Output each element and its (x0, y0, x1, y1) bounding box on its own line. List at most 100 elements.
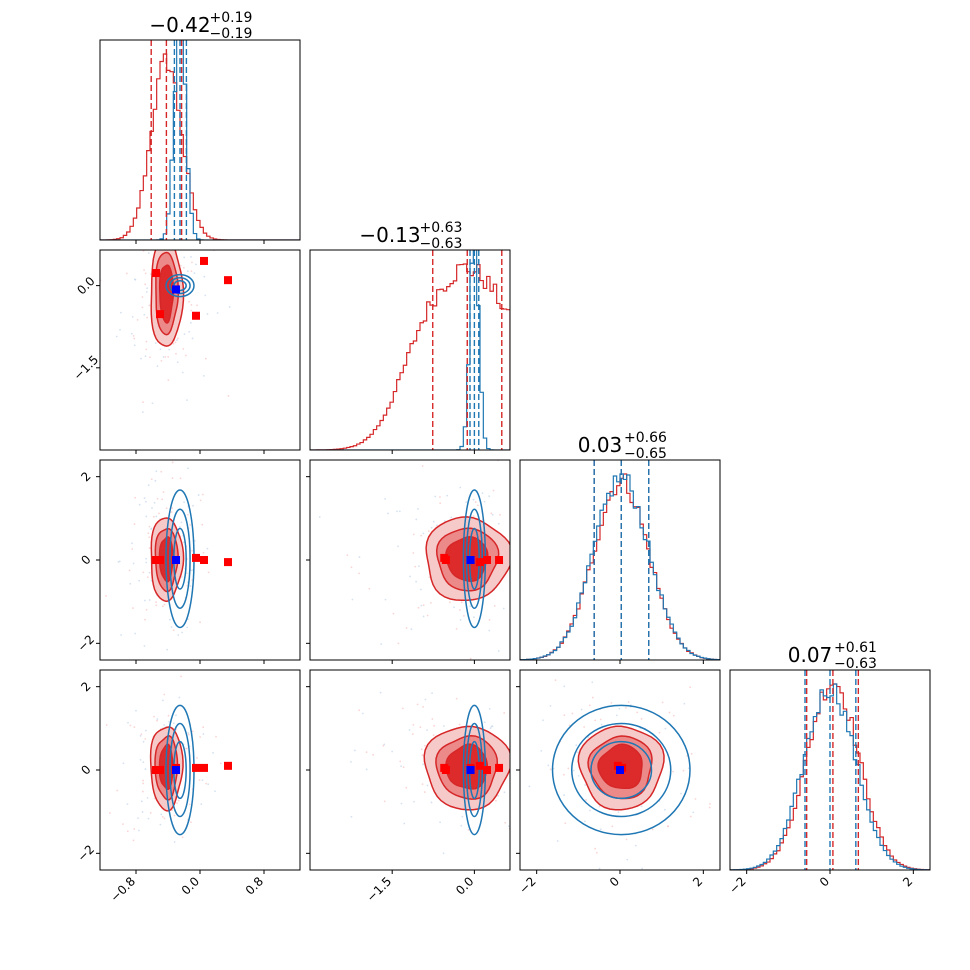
sample-point (119, 328, 121, 331)
sample-point (132, 562, 135, 565)
sample-point (154, 479, 157, 482)
sample-point (161, 605, 164, 608)
sample-point (442, 725, 445, 727)
sample-point (553, 600, 555, 602)
title-upper-0: +0.19 (210, 10, 253, 26)
red-marker-4 (200, 763, 208, 772)
sample-point (181, 576, 183, 578)
sample-point (116, 789, 119, 792)
truth-marker (616, 766, 624, 774)
blue-contour-1 (169, 508, 191, 609)
sample-point (139, 734, 142, 737)
sample-point (516, 749, 518, 751)
sample-point (409, 575, 411, 578)
y-tick-label-2-1: 0 (78, 552, 93, 567)
sample-point (122, 823, 124, 826)
sample-point (162, 247, 164, 249)
red-marker-3 (440, 763, 449, 772)
sample-point (439, 821, 441, 824)
sample-point (131, 315, 134, 318)
sample-point (450, 516, 453, 519)
panel-frame-2-2 (519, 459, 721, 661)
sample-point (156, 497, 159, 500)
sample-point (497, 522, 500, 525)
sample-point (651, 828, 654, 831)
sample-point (428, 576, 431, 579)
sample-point (148, 571, 151, 574)
sample-point (472, 515, 475, 518)
sample-point (563, 685, 566, 688)
sample-point (598, 805, 601, 808)
sample-point (419, 726, 422, 729)
blue-contour-0 (551, 704, 691, 836)
sample-point (174, 341, 177, 344)
sample-point (148, 304, 151, 307)
sample-point (163, 724, 166, 726)
sample-point (132, 607, 134, 609)
sample-point (168, 348, 171, 351)
sample-point (433, 724, 435, 727)
red-marker-4 (495, 556, 504, 564)
blue-histogram-0 (100, 40, 300, 240)
sample-point (171, 507, 174, 510)
sample-point (463, 614, 465, 617)
sample-point (548, 747, 550, 749)
sample-point (630, 525, 632, 527)
sample-point (137, 817, 139, 819)
sample-point (397, 545, 399, 548)
sample-point (190, 256, 192, 258)
sample-point (157, 666, 159, 668)
sample-point (504, 821, 507, 824)
sample-point (431, 692, 433, 695)
title-lower-3: −0.63 (834, 656, 877, 672)
sample-point (86, 232, 88, 234)
sample-point (200, 215, 202, 217)
sample-point (151, 402, 154, 405)
sample-point (130, 216, 132, 218)
sample-point (694, 798, 697, 800)
sample-point (641, 867, 644, 870)
sample-point (493, 604, 496, 607)
panel-frame-0-0 (99, 39, 301, 241)
red-marker-1 (156, 310, 164, 319)
sample-point (144, 500, 147, 503)
sample-point (398, 510, 401, 513)
sample-point (422, 763, 424, 766)
sample-point (190, 309, 193, 312)
sample-point (195, 263, 197, 266)
sample-point (199, 499, 202, 502)
sample-point (585, 799, 588, 801)
sample-point (156, 719, 158, 722)
sample-point (142, 790, 144, 793)
sample-point (511, 728, 513, 730)
sample-point (380, 643, 383, 646)
sample-point (191, 337, 194, 340)
sample-point (458, 723, 461, 726)
sample-point (105, 724, 108, 726)
x-tick-label-2-2: 2 (690, 874, 705, 889)
title-lower-2: −0.65 (624, 446, 667, 462)
sample-point (575, 744, 578, 747)
sample-point (212, 202, 214, 204)
sample-point (499, 514, 501, 516)
red-marker-4 (200, 256, 208, 265)
sample-point (181, 631, 183, 634)
sample-point (527, 841, 529, 843)
sample-point (129, 724, 132, 727)
sample-point (421, 465, 424, 467)
sample-point (521, 774, 523, 776)
sample-point (525, 800, 527, 802)
scatter-panel-2-1 (318, 460, 632, 660)
sample-point (227, 394, 230, 397)
sample-point (405, 786, 408, 789)
sample-point (143, 644, 146, 647)
sample-point (476, 504, 479, 507)
sample-point (161, 213, 163, 215)
sample-point (134, 278, 137, 281)
truth-marker (172, 766, 180, 774)
sample-point (140, 733, 143, 736)
sample-point (427, 530, 430, 532)
sample-point (170, 626, 173, 628)
sample-point (546, 590, 548, 592)
sample-point (400, 802, 403, 805)
